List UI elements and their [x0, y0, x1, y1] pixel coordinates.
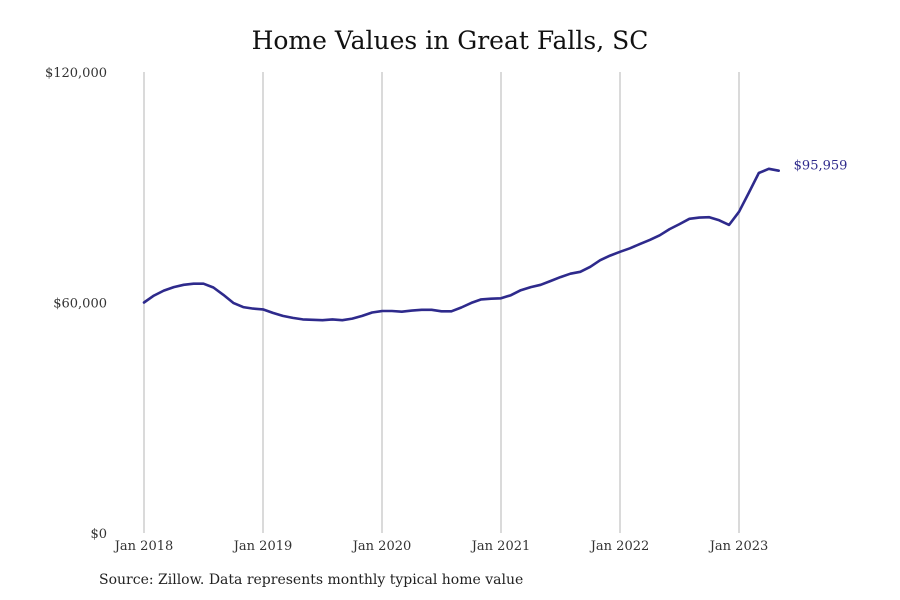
y-tick-label: $120,000: [45, 66, 107, 81]
y-tick-label: $60,000: [53, 297, 107, 312]
x-tick-label: Jan 2019: [232, 539, 293, 554]
source-note: Source: Zillow. Data represents monthly …: [99, 572, 524, 588]
x-tick-label: Jan 2020: [351, 539, 412, 554]
y-tick-label: $0: [90, 527, 107, 542]
series-line-home-value: [142, 167, 780, 322]
x-tick-label: Jan 2022: [589, 539, 650, 554]
end-value-label: $95,959: [794, 159, 848, 174]
chart-title: Home Values in Great Falls, SC: [251, 26, 649, 55]
x-axis-ticks: Jan 2018 Jan 2019 Jan 2020 Jan 2021 Jan 2022…: [113, 539, 769, 554]
x-tick-label: Jan 2023: [708, 539, 769, 554]
x-tick-label: Jan 2021: [470, 539, 531, 554]
y-axis-ticks: $0 $60,000 $120,000: [45, 66, 107, 542]
x-tick-label: Jan 2018: [113, 539, 174, 554]
gridlines: [143, 72, 740, 533]
